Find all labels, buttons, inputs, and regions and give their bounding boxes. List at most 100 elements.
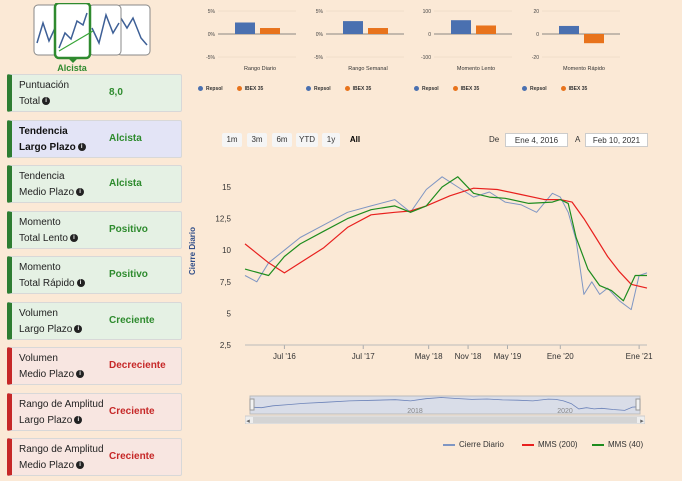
mini-legend-repsol[interactable]: Repsol [414,86,439,92]
series-cierre-diario[interactable] [244,176,648,311]
info-icon[interactable]: i [76,279,85,288]
y-tick-label: 7,5 [220,278,232,287]
card-subtitle-text: Total Rápido [19,278,75,289]
x-tick-label: Jul '16 [273,352,296,360]
mini-legend-repsol[interactable]: Repsol [198,86,223,92]
navigator-series [249,397,641,411]
mini-bar-repsol[interactable] [343,21,363,34]
legend-item-mms40[interactable]: MMS (40) [592,440,643,449]
mini-tick-label: 0 [428,32,431,38]
mini-chart-title: Momento Lento [456,66,496,72]
info-icon[interactable]: i [76,461,85,470]
card-title: Tendencia [19,171,65,182]
scroll-right-arrow-icon[interactable]: ▸ [640,418,644,424]
navigator-right-handle[interactable] [635,398,641,411]
card-value: Creciente [109,405,155,417]
price-chart[interactable]: 15 12,5 10 7,5 5 2,5 Jul '16 Jul '17 May '18 Nov … [195,160,655,360]
x-tick-label: Ene '20 [547,352,574,360]
y-tick-label: 15 [222,183,231,192]
mini-legend-repsol[interactable]: Repsol [306,86,331,92]
y-tick-label: 5 [227,309,232,318]
legend-dot [452,86,458,92]
x-tick-label: May '19 [494,352,522,360]
indicator-card[interactable]: Rango de Amplitud Largo Plazo i Creciente [7,392,182,431]
card-title: Momento [19,216,61,228]
indicator-card[interactable]: Rango de Amplitud Medio Plazo i Creciente [7,438,182,476]
mini-legend: Repsol IBEX 35 [414,86,544,92]
mini-legend-ibex[interactable]: IBEX 35 [344,86,372,92]
scrollbar-thumb[interactable] [253,417,637,423]
scroll-left-arrow-icon[interactable]: ◂ [246,418,250,424]
trend-selector[interactable]: Alcista [33,3,151,73]
x-tick-label: Jul '17 [352,352,375,360]
navigator-year-label: 2018 [407,408,423,415]
navigator-left-handle[interactable] [249,398,255,411]
mini-legend-label: Repsol [314,86,331,92]
range-button[interactable]: YTD [296,133,318,147]
card-subtitle-text: Medio Plazo [19,187,75,198]
mini-tick-label: 20 [533,9,539,15]
card-value: Alcista [109,132,142,144]
mini-bar-ibex[interactable] [260,28,280,34]
mini-bar-ibex[interactable] [584,34,604,44]
indicator-card[interactable]: Volumen Medio Plazo i Decreciente [7,347,182,385]
card-subtitle: Medio Plazo i [19,187,85,198]
range-button[interactable]: All [346,133,364,147]
legend-label-mms200: MMS (200) [538,440,578,449]
info-icon[interactable]: i [69,233,78,242]
mini-tick-label: 100 [423,9,432,15]
mini-legend-ibex[interactable]: IBEX 35 [452,86,480,92]
card-subtitle-text: Total [19,96,41,107]
indicator-card[interactable]: Puntuación Total i 8,0 [7,74,182,112]
mini-tick-label: -5% [314,55,323,61]
legend-item-cierre[interactable]: Cierre Diario [443,440,504,449]
info-icon[interactable]: i [42,97,51,106]
mini-legend-label: IBEX 35 [352,86,372,92]
date-to-input[interactable]: Feb 10, 2021 [585,133,648,147]
card-subtitle-text: Total Lento [19,232,68,244]
card-value: Decreciente [109,360,166,371]
mini-tick-label: 5% [316,9,324,15]
legend-item-mms200[interactable]: MMS (200) [522,440,578,449]
mini-bar-ibex[interactable] [476,25,496,34]
mini-bar-repsol[interactable] [451,20,471,34]
trend-icons[interactable] [33,3,151,63]
range-button[interactable]: 3m [247,133,267,147]
date-from-label: De [489,135,500,144]
indicator-card[interactable]: Momento Total Lento i Positivo [7,210,182,249]
chart-navigator[interactable]: 2018 2020 ◂ ▸ [245,394,645,424]
mini-bar-ibex[interactable] [368,28,388,34]
legend-dot [414,86,419,92]
mini-legend-ibex[interactable]: IBEX 35 [236,86,264,92]
range-button[interactable]: 1y [322,133,340,147]
info-icon[interactable]: i [74,324,83,333]
info-icon[interactable]: i [76,370,85,379]
mini-bar-repsol[interactable] [559,25,579,34]
info-icon[interactable]: i [74,415,83,424]
indicator-card[interactable]: Volumen Largo Plazo i Creciente [7,301,182,340]
indicator-card[interactable]: Tendencia Largo Plazo i Alcista [7,119,182,158]
mini-legend-repsol[interactable]: Repsol [522,86,547,92]
mini-legend-ibex[interactable]: IBEX 35 [560,86,587,92]
mini-legend-label: IBEX 35 [460,86,480,92]
legend-dot [522,86,527,92]
mini-tick-label: 0% [208,32,216,38]
indicator-card[interactable]: Momento Total Rápido i Positivo [7,256,182,294]
legend-swatch-mms40 [592,443,604,446]
range-button[interactable]: 1m [222,133,242,147]
range-button[interactable]: 6m [272,133,292,147]
info-icon[interactable]: i [76,188,85,197]
mini-chart-title: Rango Diario [243,66,277,72]
series-mms-200[interactable] [244,187,648,289]
indicator-card[interactable]: Tendencia Medio Plazo i Alcista [7,165,182,203]
mini-chart: 100 0 -100 Momento Lento Repsol IBEX 35 [414,4,524,94]
series-mms-40[interactable] [244,176,647,302]
mini-bar-repsol[interactable] [235,22,255,35]
info-icon[interactable]: i [77,142,86,151]
navigator-window[interactable] [249,395,641,415]
card-value: Positivo [109,269,148,280]
date-from-input[interactable]: Ene 4, 2016 [505,133,568,147]
y-tick-label: 12,5 [215,215,231,224]
mini-legend-label: IBEX 35 [244,86,264,92]
card-title: Tendencia [19,125,68,137]
